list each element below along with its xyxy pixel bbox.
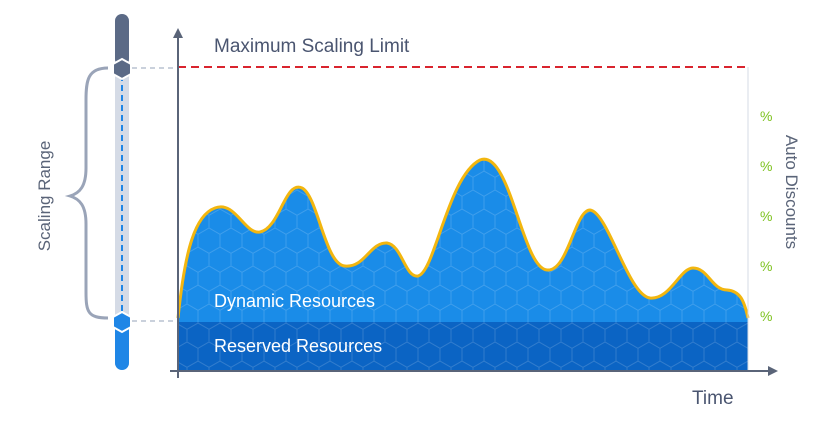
percent-tick: % xyxy=(760,258,772,274)
slider-top-cap xyxy=(115,14,129,66)
percent-tick: % xyxy=(760,158,772,174)
percent-tick: % xyxy=(760,208,772,224)
slider-top-handle[interactable] xyxy=(112,57,132,81)
percent-tick: % xyxy=(760,108,772,124)
dynamic-wave-outline xyxy=(176,157,750,319)
dynamic-resources-label: Dynamic Resources xyxy=(214,291,375,311)
percent-tick: % xyxy=(760,308,772,324)
slider-track xyxy=(115,14,129,370)
scaling-range-label: Scaling Range xyxy=(35,141,54,252)
scaling-range-brace xyxy=(64,66,109,320)
slider-bottom-fill xyxy=(115,320,129,370)
time-label: Time xyxy=(692,388,734,409)
max-scaling-limit-label: Maximum Scaling Limit xyxy=(214,36,410,57)
auto-discounts-label: Auto Discounts xyxy=(782,135,801,249)
reserved-band-pattern xyxy=(178,320,748,370)
y-axis-arrow xyxy=(173,28,183,38)
scaling-slider[interactable] xyxy=(112,14,132,370)
slider-bottom-handle[interactable] xyxy=(112,310,132,334)
reserved-resources-label: Reserved Resources xyxy=(214,336,382,356)
x-axis-arrow xyxy=(768,366,778,376)
